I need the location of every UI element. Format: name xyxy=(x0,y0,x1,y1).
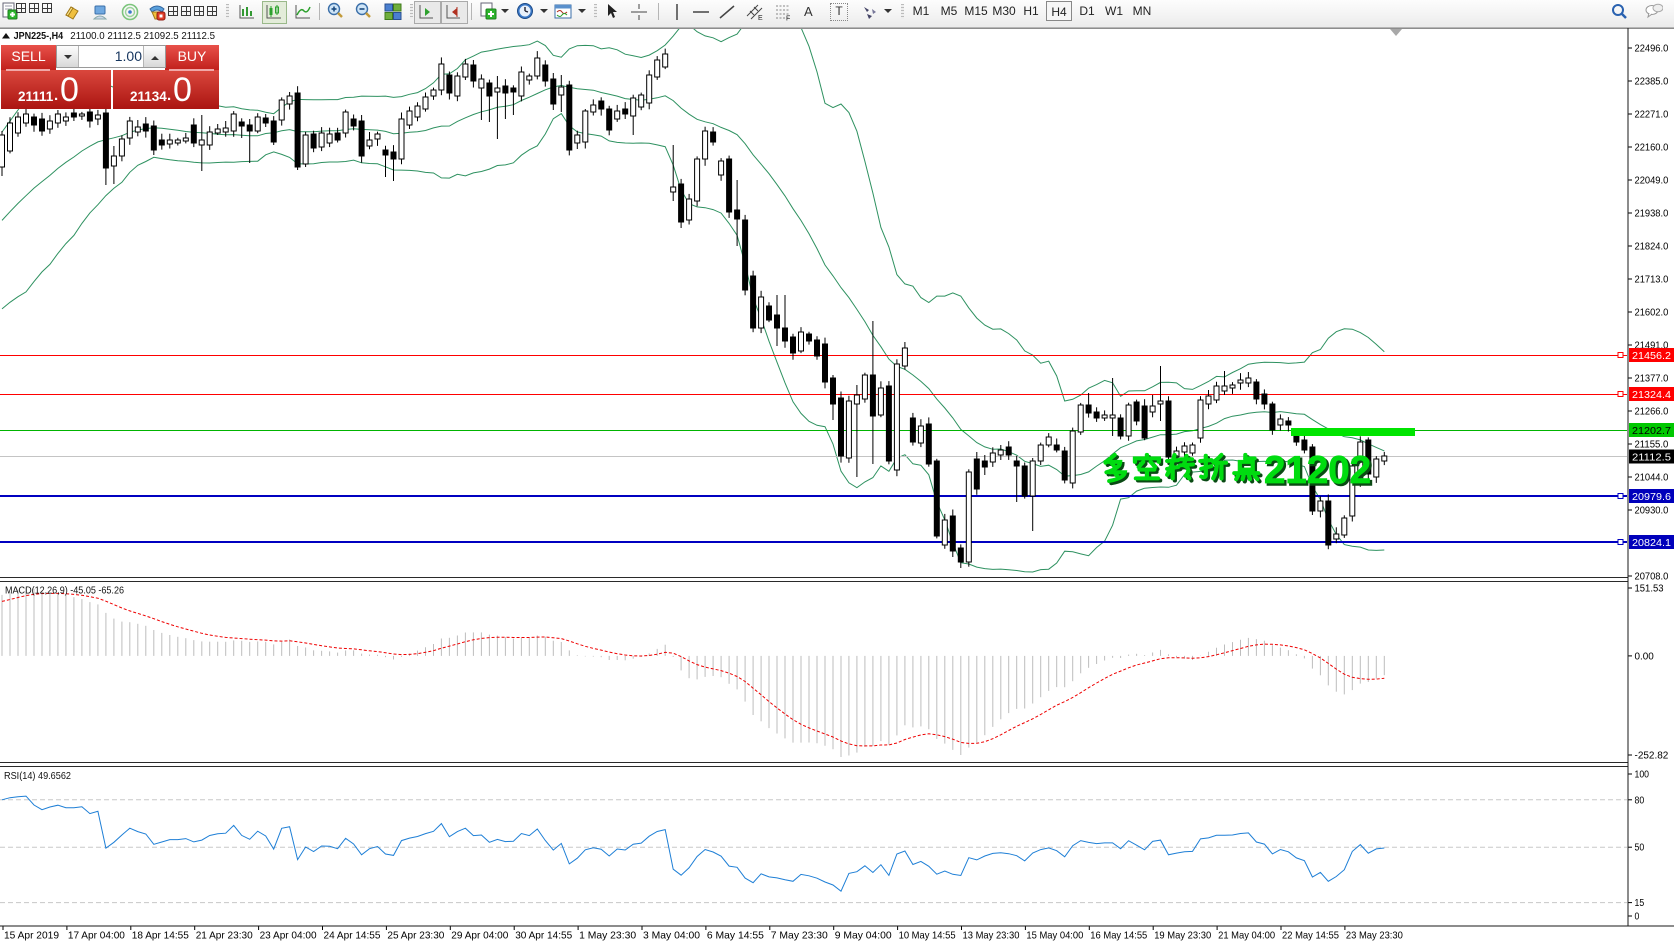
svg-text:24 Apr 14:55: 24 Apr 14:55 xyxy=(324,930,381,942)
svg-text:10 May 14:55: 10 May 14:55 xyxy=(899,930,956,942)
svg-text:21044.0: 21044.0 xyxy=(1635,473,1669,484)
svg-text:21 Apr 23:30: 21 Apr 23:30 xyxy=(196,930,253,942)
svg-text:21491.0: 21491.0 xyxy=(1635,341,1669,352)
svg-text:25 Apr 23:30: 25 Apr 23:30 xyxy=(387,930,444,942)
svg-text:20708.0: 20708.0 xyxy=(1635,572,1669,583)
svg-text:100: 100 xyxy=(1635,770,1650,781)
svg-text:16 May 14:55: 16 May 14:55 xyxy=(1090,930,1147,942)
svg-text:13 May 23:30: 13 May 23:30 xyxy=(963,930,1020,942)
svg-text:15 Apr 2019: 15 Apr 2019 xyxy=(4,930,59,942)
svg-text:22160.0: 22160.0 xyxy=(1635,143,1669,154)
svg-text:7 May 23:30: 7 May 23:30 xyxy=(771,930,828,942)
svg-text:21713.0: 21713.0 xyxy=(1635,275,1669,286)
svg-text:151.53: 151.53 xyxy=(1635,584,1664,595)
svg-text:15: 15 xyxy=(1635,898,1645,909)
svg-text:21938.0: 21938.0 xyxy=(1635,209,1669,220)
svg-text:0: 0 xyxy=(1635,912,1640,923)
svg-text:23 Apr 04:00: 23 Apr 04:00 xyxy=(260,930,317,942)
svg-text:20930.0: 20930.0 xyxy=(1635,506,1669,517)
svg-text:JPN225-,H4: JPN225-,H4 xyxy=(14,30,64,42)
svg-text:21100.0 21112.5 21092.5 21112.: 21100.0 21112.5 21092.5 21112.5 xyxy=(70,30,215,42)
svg-text:21 May 04:00: 21 May 04:00 xyxy=(1218,930,1275,942)
svg-text:15 May 04:00: 15 May 04:00 xyxy=(1026,930,1083,942)
svg-text:21202: 21202 xyxy=(1266,451,1373,494)
svg-text:MACD(12,26,9) -45.05 -65.26: MACD(12,26,9) -45.05 -65.26 xyxy=(5,585,124,597)
svg-text:21202: 21202 xyxy=(1264,449,1371,492)
svg-text:3 May 04:00: 3 May 04:00 xyxy=(643,930,700,942)
svg-text:RSI(14) 49.6562: RSI(14) 49.6562 xyxy=(4,770,71,782)
svg-text:21377.0: 21377.0 xyxy=(1635,374,1669,385)
svg-text:1 May 23:30: 1 May 23:30 xyxy=(579,930,636,942)
svg-text:21112.5: 21112.5 xyxy=(1632,451,1671,463)
svg-text:22496.0: 22496.0 xyxy=(1635,44,1669,55)
svg-text:23 May 23:30: 23 May 23:30 xyxy=(1346,930,1403,942)
svg-text:-252.82: -252.82 xyxy=(1635,751,1669,762)
svg-text:20979.6: 20979.6 xyxy=(1632,491,1671,503)
svg-text:22385.0: 22385.0 xyxy=(1635,77,1669,88)
svg-text:F: F xyxy=(786,16,790,22)
svg-text:9 May 04:00: 9 May 04:00 xyxy=(835,930,892,942)
svg-text:20824.1: 20824.1 xyxy=(1632,537,1671,549)
svg-text:80: 80 xyxy=(1635,795,1645,806)
svg-text:E: E xyxy=(758,15,763,21)
svg-text:18 Apr 14:55: 18 Apr 14:55 xyxy=(132,930,189,942)
svg-text:21266.0: 21266.0 xyxy=(1635,407,1669,418)
svg-text:21602.0: 21602.0 xyxy=(1635,308,1669,319)
svg-text:0.00: 0.00 xyxy=(1635,651,1655,662)
svg-text:22271.0: 22271.0 xyxy=(1635,110,1669,121)
svg-text:21155.0: 21155.0 xyxy=(1635,440,1669,451)
svg-text:22049.0: 22049.0 xyxy=(1635,176,1669,187)
svg-text:30 Apr 14:55: 30 Apr 14:55 xyxy=(515,930,572,942)
svg-text:21456.2: 21456.2 xyxy=(1632,350,1671,362)
svg-text:21324.4: 21324.4 xyxy=(1632,389,1671,401)
svg-text:6 May 14:55: 6 May 14:55 xyxy=(707,930,764,942)
svg-text:19 May 23:30: 19 May 23:30 xyxy=(1154,930,1211,942)
svg-text:29 Apr 04:00: 29 Apr 04:00 xyxy=(451,930,508,942)
svg-text:50: 50 xyxy=(1635,843,1645,854)
svg-text:22 May 14:55: 22 May 14:55 xyxy=(1282,930,1339,942)
svg-text:21202.7: 21202.7 xyxy=(1632,425,1671,437)
svg-text:17 Apr 04:00: 17 Apr 04:00 xyxy=(68,930,125,942)
svg-text:21824.0: 21824.0 xyxy=(1635,242,1669,253)
